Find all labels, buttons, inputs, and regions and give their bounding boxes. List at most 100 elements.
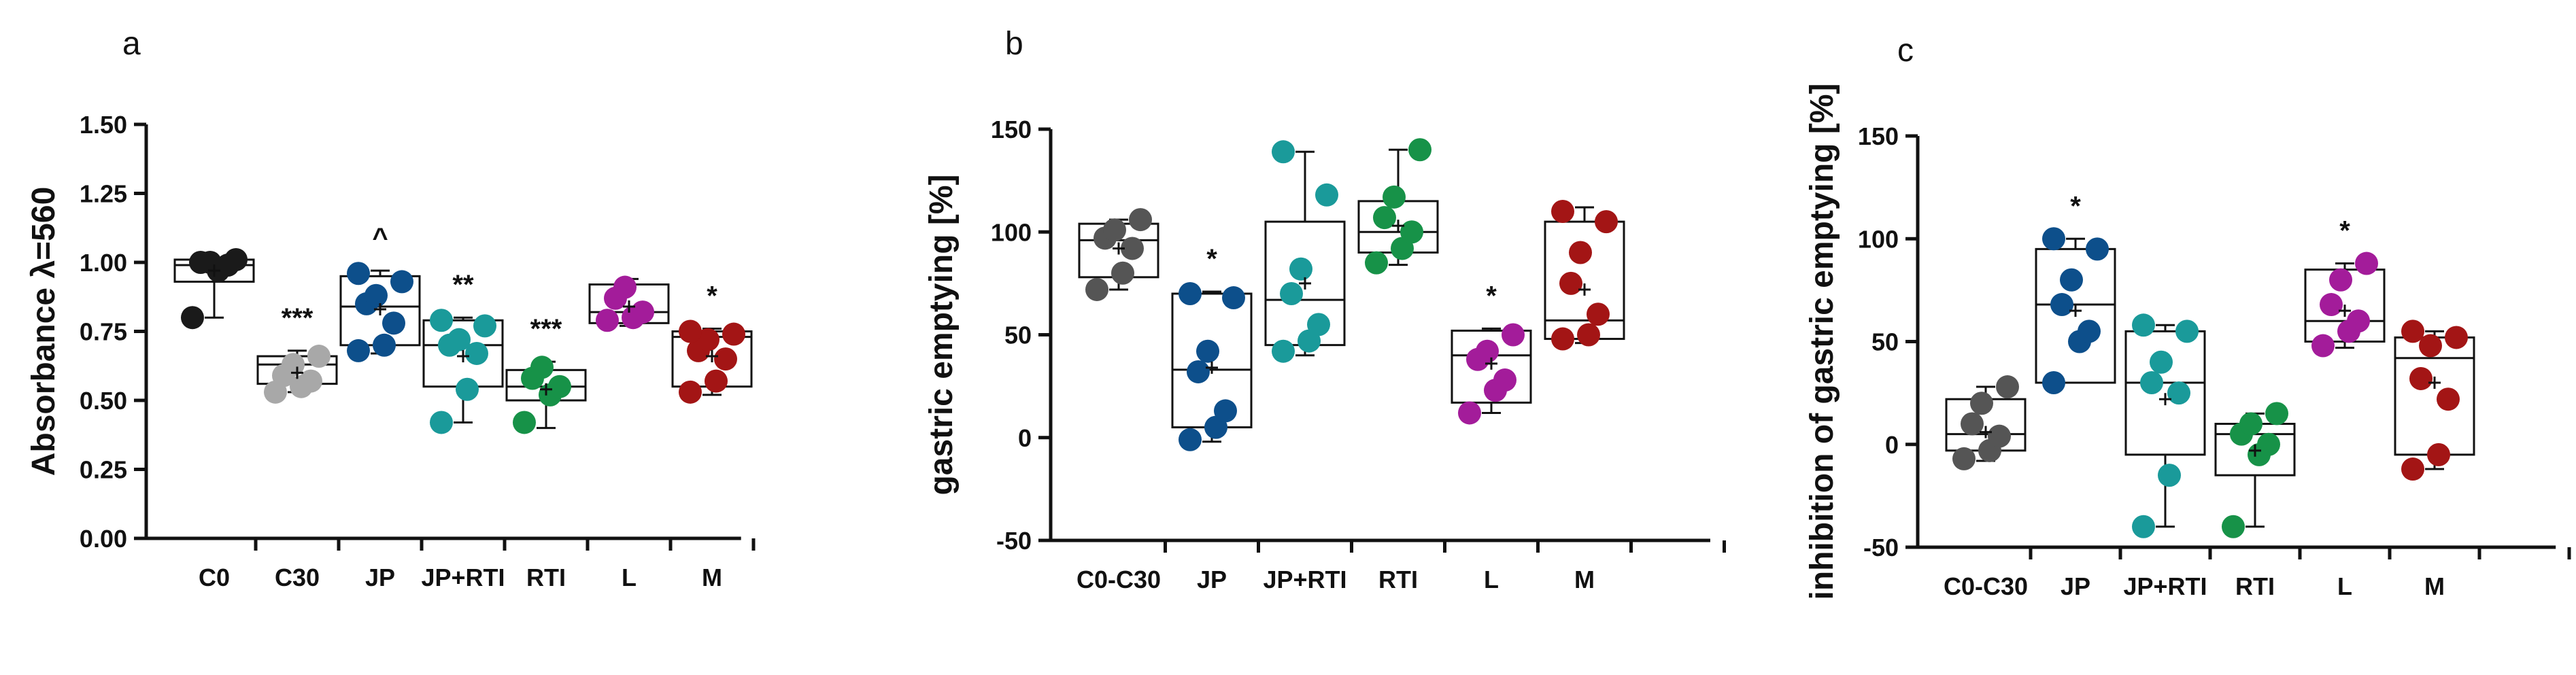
data-point <box>530 356 554 379</box>
data-point <box>1587 302 1610 326</box>
data-point <box>1187 360 1210 383</box>
data-point <box>513 411 536 434</box>
data-point <box>2150 350 2173 374</box>
significance-label: * <box>1486 281 1497 311</box>
significance-label: * <box>2070 191 2081 221</box>
data-point <box>347 262 370 285</box>
data-point <box>365 283 388 307</box>
significance-label: ^ <box>372 223 388 253</box>
data-point <box>2409 366 2433 390</box>
data-point <box>1476 339 1499 363</box>
data-point <box>2132 515 2155 538</box>
data-point <box>1129 208 1152 232</box>
data-point <box>1595 210 1618 234</box>
data-point <box>1502 323 1525 347</box>
data-point <box>1493 368 1516 392</box>
data-point <box>1373 206 1396 230</box>
data-point <box>2132 313 2155 337</box>
y-tick-label: 1.25 <box>80 180 127 208</box>
data-point <box>679 380 702 404</box>
data-point <box>430 309 453 332</box>
y-axis-title: inhibition of gastric emptying [%] <box>1804 84 1840 600</box>
data-point <box>722 322 745 346</box>
data-point <box>2445 326 2468 349</box>
data-point <box>2355 252 2378 275</box>
data-point <box>613 275 637 299</box>
category-label: C0-C30 <box>1944 572 2028 600</box>
data-point <box>2086 237 2109 261</box>
y-tick-label: 0 <box>1885 431 1899 459</box>
data-point <box>430 411 453 434</box>
category-label: JP+RTI <box>2123 572 2207 600</box>
data-point <box>2078 319 2101 343</box>
y-tick-label: 100 <box>991 218 1032 246</box>
data-point <box>1961 412 1984 436</box>
data-point <box>2222 515 2245 538</box>
data-point <box>714 347 737 371</box>
data-point <box>282 353 305 377</box>
panel-a: a Absorbance λ=560 0.00 0.25 0.50 0.75 1.00 1.2… <box>26 26 756 591</box>
data-point <box>1315 183 1338 207</box>
category-label: M <box>702 564 722 591</box>
panel-b: b gastric emptying [%] -50 0 50 100 150 C0-C30 *… <box>923 26 1726 593</box>
data-point <box>1996 375 2019 399</box>
data-point <box>1569 241 1592 264</box>
panel-letter: c <box>1897 33 1914 69</box>
data-point <box>2401 457 2424 481</box>
data-point <box>1970 392 1993 415</box>
data-point <box>1559 271 1582 295</box>
data-point <box>631 300 654 324</box>
data-point <box>679 319 702 343</box>
data-point <box>596 309 619 332</box>
category-label: C30 <box>275 564 320 591</box>
y-tick-label: 150 <box>991 116 1032 143</box>
data-point <box>1289 257 1312 281</box>
data-point <box>2140 371 2163 394</box>
data-point <box>1988 424 2011 448</box>
data-point <box>2050 293 2073 317</box>
y-tick-label: 1.00 <box>80 249 127 277</box>
data-point <box>465 341 488 365</box>
data-point <box>2158 464 2181 487</box>
data-point <box>1222 286 1245 310</box>
data-point <box>1179 282 1202 305</box>
data-point <box>2419 334 2442 358</box>
y-tick-label: 0 <box>1018 424 1032 452</box>
data-point <box>456 377 479 401</box>
category-label: JP <box>1197 566 1227 593</box>
panel-letter: b <box>1005 26 1023 62</box>
data-point <box>1121 237 1144 260</box>
data-point <box>2239 412 2263 436</box>
data-point <box>1383 185 1406 209</box>
data-point <box>473 314 496 338</box>
data-point <box>1551 200 1574 223</box>
data-point <box>390 270 413 294</box>
category-label: RTI <box>2235 572 2275 600</box>
data-point <box>2265 402 2288 426</box>
box <box>2124 330 2206 456</box>
data-point <box>347 339 370 362</box>
data-point <box>199 251 222 274</box>
data-point <box>2437 387 2460 411</box>
y-axis-title: gastric emptying [%] <box>923 174 960 495</box>
y-tick-label: -50 <box>996 527 1032 555</box>
y-tick-label: 100 <box>1858 225 1899 253</box>
y-tick-label: 0.25 <box>80 456 127 484</box>
y-tick-label: 0.75 <box>80 318 127 346</box>
data-point <box>1103 218 1126 242</box>
category-label: C0-C30 <box>1077 566 1161 593</box>
significance-label: * <box>2339 216 2350 246</box>
data-point <box>1196 339 1219 363</box>
y-tick-label: 50 <box>1004 322 1032 349</box>
category-label: JP+RTI <box>421 564 505 591</box>
data-point <box>1111 261 1134 285</box>
y-tick-label: 0.00 <box>80 525 127 553</box>
category-label: M <box>2424 572 2445 600</box>
category-label: JP <box>2061 572 2090 600</box>
panel-c: c inhibition of gastric emptying [%] -50 0 5… <box>1804 33 2571 600</box>
data-point <box>1272 140 1295 164</box>
data-point <box>2401 319 2424 343</box>
y-tick-label: 150 <box>1858 122 1899 150</box>
data-point <box>1272 339 1295 363</box>
